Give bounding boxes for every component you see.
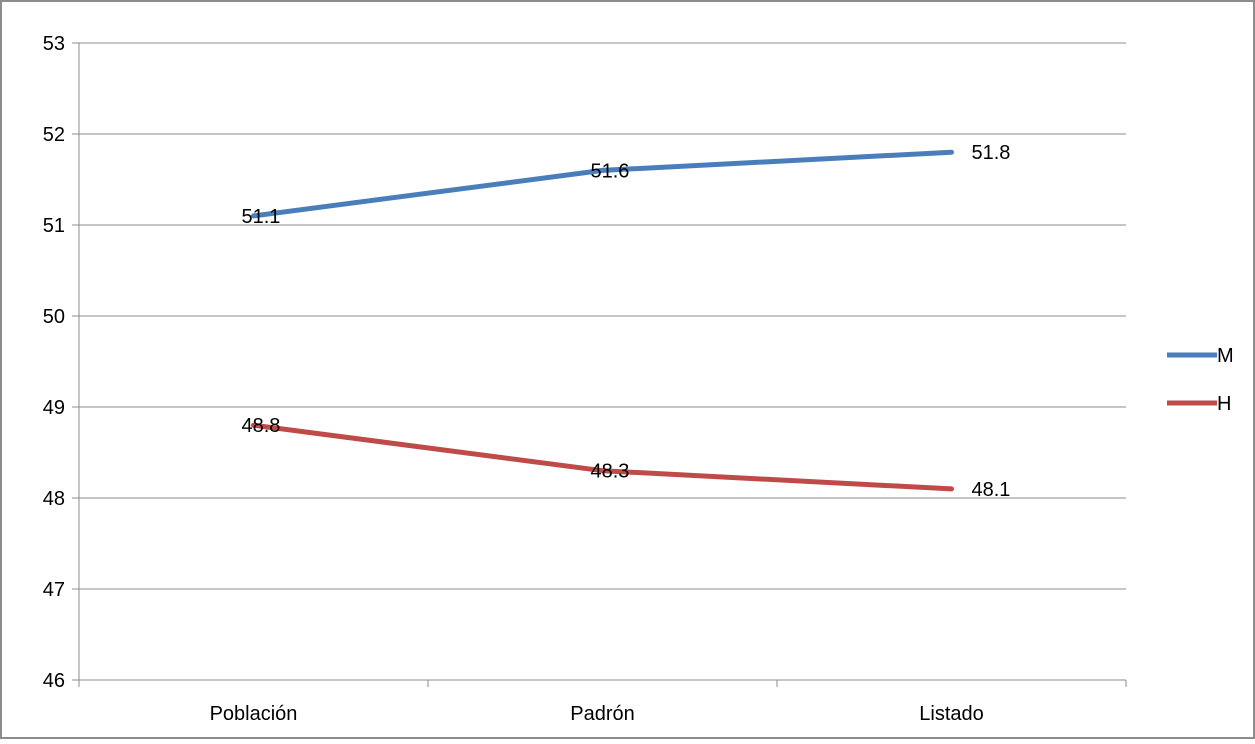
data-label: 48.8 xyxy=(242,415,281,437)
y-tick-label: 50 xyxy=(43,306,65,328)
legend-label-M: M xyxy=(1217,345,1234,367)
legend-label-H: H xyxy=(1217,393,1231,415)
x-tick-label: Población xyxy=(210,703,298,725)
x-tick-label: Listado xyxy=(919,703,984,725)
data-label: 51.8 xyxy=(972,142,1011,164)
y-tick-label: 47 xyxy=(43,579,65,601)
y-tick-label: 51 xyxy=(43,215,65,237)
data-label: 51.1 xyxy=(242,206,281,228)
data-label: 51.6 xyxy=(591,160,630,182)
y-tick-label: 52 xyxy=(43,124,65,146)
y-tick-label: 48 xyxy=(43,488,65,510)
y-tick-label: 46 xyxy=(43,670,65,692)
y-tick-label: 53 xyxy=(43,33,65,55)
x-tick-label: Padrón xyxy=(570,703,635,725)
data-label: 48.1 xyxy=(972,479,1011,501)
y-tick-label: 49 xyxy=(43,397,65,419)
data-label: 48.3 xyxy=(591,461,630,483)
